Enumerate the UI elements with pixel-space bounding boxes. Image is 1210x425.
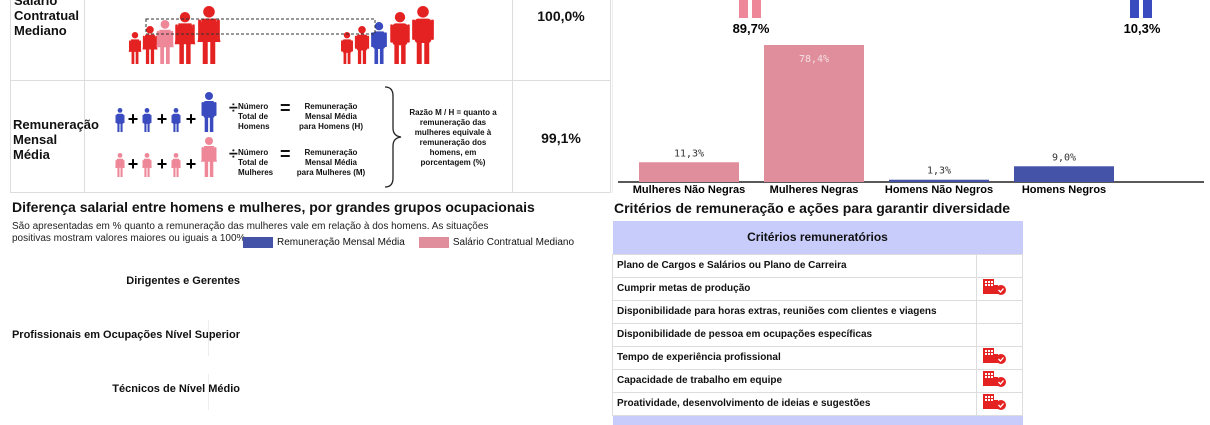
criteria-row: Tempo de experiência profissional [612,345,1023,370]
row-value-remuneracao: 99,1% [541,130,581,146]
man-icon [115,108,125,132]
woman-icon [156,20,174,64]
woman-icon [197,6,221,64]
criteria-label: Cumprir metas de produção [612,276,977,301]
women-divisor: Número Total de Mulheres [238,148,274,177]
man-icon [341,32,353,64]
stacked-bar [752,0,761,18]
row-label-salario: Salário Contratual Mediano [14,0,79,38]
woman-icon [171,153,181,177]
man-icon [390,12,410,64]
woman-icon [115,153,125,177]
bar-value-label: 11,3% [674,148,704,159]
row-label-remuneracao: Remuneração Mensal Média [13,117,99,162]
man-icon [354,26,370,64]
plus-sign: + [157,154,168,174]
criteria-mark [976,253,1023,278]
criteria-mark [976,276,1023,301]
stacked-bar [1143,0,1152,18]
criteria-mark [976,368,1023,393]
bar [764,45,864,182]
legend: Remuneração Mensal Média Salário Contrat… [243,237,574,248]
stacked-bar [1130,0,1139,18]
company-check-icon [983,279,1006,295]
x-tick-label: Mulheres Negras [770,184,859,196]
criteria-row: Cumprir metas de produção [612,276,1023,301]
women-result: Remuneração Mensal Média para Mulheres (… [296,148,366,177]
criteria-row: Proatividade, desenvolvimento de ideias … [612,391,1023,416]
criteria-table: Critérios remuneratórios Plano de Cargos… [612,221,1023,425]
race-gender-chart: 89,7% 10,3% 11,3% Mulheres Não Negras 78,4% M… [618,0,1204,196]
bar-value-label: 89,7% [733,21,770,36]
bar-value-label: 9,0% [1052,152,1076,163]
man-icon [201,92,217,132]
ratio-note: Razão M / H = quanto a remuneração das m… [409,108,497,167]
equals-sign: = [280,98,291,118]
legend-swatch-blue [243,237,273,248]
plus-sign: + [128,154,139,174]
woman-icon [142,26,158,64]
legend-item: Remuneração Mensal Média [277,237,405,248]
bar [1014,166,1114,182]
criteria-title: Critérios de remuneração e ações para ga… [614,200,1011,216]
row-value-salario: 100,0% [537,8,585,24]
legend-item: Salário Contratual Mediano [452,237,575,248]
criteria-label: Plano de Cargos e Salários ou Plano de C… [612,253,977,278]
criteria-header: Critérios remuneratórios [612,221,1023,254]
woman-icon [142,153,152,177]
company-check-icon [983,371,1006,387]
woman-icon [201,137,217,177]
criteria-mark [976,391,1023,416]
man-icon [171,108,181,132]
plus-sign: + [157,109,168,129]
man-icon [412,6,434,64]
bar-value-label: 78,4% [799,54,829,65]
woman-icon [128,32,142,64]
man-icon [142,108,152,132]
man-icon [371,22,387,64]
divide-sign: ÷ [229,146,238,163]
plus-sign: + [186,109,197,129]
plus-sign: + [186,154,197,174]
equals-sign: = [280,144,291,164]
divide-sign: ÷ [229,100,238,117]
plus-sign: + [128,109,139,129]
brace-icon [384,86,402,188]
legend-swatch-pink [418,237,449,248]
bar-value-label: 10,3% [1124,21,1161,36]
men-divisor: Número Total de Homens [238,102,270,131]
criteria-mark [976,322,1023,347]
stacked-bar [739,0,748,18]
criteria-row: Disponibilidade de pessoa em ocupações e… [612,322,1023,347]
bar-value-label: 1,3% [927,166,951,177]
x-tick-label: Homens Negros [1022,184,1106,196]
criteria-row: Plano de Cargos e Salários ou Plano de C… [612,253,1023,278]
criteria-label: Capacidade de trabalho em equipe [612,368,977,393]
criteria-label: Proatividade, desenvolvimento de ideias … [612,391,977,416]
bar [639,162,739,182]
criteria-label: Tempo de experiência profissional [612,345,977,370]
category-label: Técnicos de Nível Médio [112,383,240,395]
people-illustration: + + + + + + [115,6,434,177]
occupation-title: Diferença salarial entre homens e mulher… [12,199,535,215]
dashed-box [145,18,376,35]
company-check-icon [983,394,1006,410]
x-tick-label: Homens Não Negros [885,184,993,196]
criteria-label: Disponibilidade de pessoa em ocupações e… [612,322,977,347]
company-check-icon [983,348,1006,364]
category-label: Dirigentes e Gerentes [126,275,240,287]
x-tick-label: Mulheres Não Negras [633,184,745,196]
woman-icon [174,12,196,64]
occupation-subtitle: São apresentadas em % quanto a remuneraç… [12,221,489,244]
criteria-mark [976,299,1023,324]
category-label: Profissionais em Ocupações Nível Superio… [11,329,240,341]
bar [889,179,989,182]
criteria-row: Disponibilidade para horas extras, reuni… [612,299,1023,324]
men-result: Remuneração Mensal Média para Homens (H) [298,102,363,131]
criteria-row: Capacidade de trabalho em equipe [612,368,1023,393]
criteria-label: Disponibilidade para horas extras, reuni… [612,299,977,324]
criteria-mark [976,345,1023,370]
